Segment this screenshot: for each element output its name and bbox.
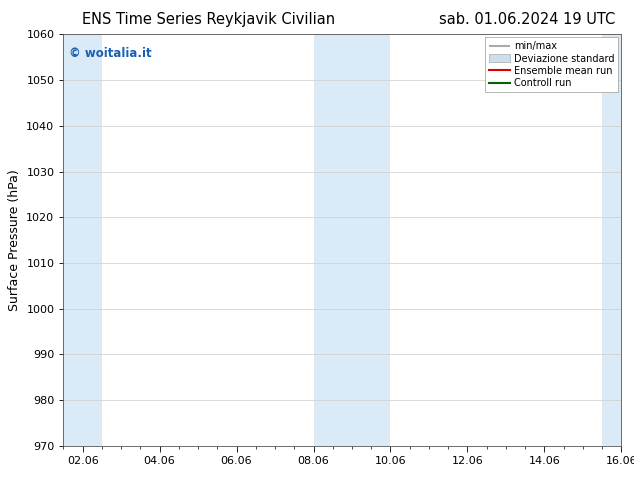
Bar	[602, 34, 621, 446]
Bar	[313, 34, 391, 446]
Y-axis label: Surface Pressure (hPa): Surface Pressure (hPa)	[8, 169, 21, 311]
Legend: min/max, Deviazione standard, Ensemble mean run, Controll run: min/max, Deviazione standard, Ensemble m…	[485, 37, 618, 92]
Bar	[63, 34, 102, 446]
Text: sab. 01.06.2024 19 UTC: sab. 01.06.2024 19 UTC	[439, 12, 615, 27]
Text: © woitalia.it: © woitalia.it	[69, 47, 152, 60]
Text: ENS Time Series Reykjavik Civilian: ENS Time Series Reykjavik Civilian	[82, 12, 335, 27]
